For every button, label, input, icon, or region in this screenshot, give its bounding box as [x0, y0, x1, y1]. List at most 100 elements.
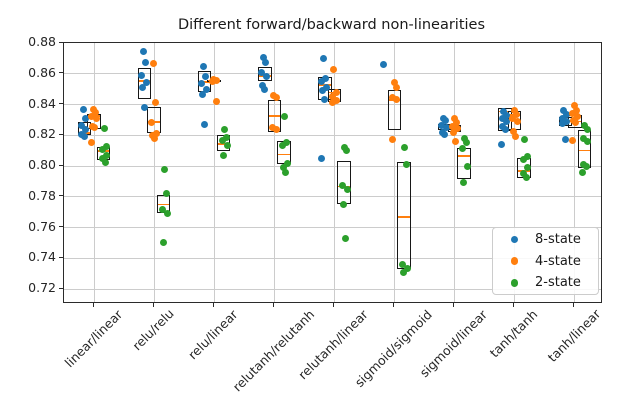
2-state-point: [461, 135, 469, 143]
8-state-point: [503, 117, 511, 125]
8-state-point: [380, 61, 387, 69]
2-state-point: [342, 234, 350, 242]
4-state-point: [451, 137, 459, 145]
2-state-point: [219, 151, 227, 159]
4-state-point: [328, 93, 336, 101]
8-state-point: [317, 155, 325, 163]
x-tick-mark: [212, 303, 214, 307]
4-state-point: [388, 93, 396, 101]
4-state-point: [573, 106, 581, 114]
2-state-point: [283, 139, 291, 147]
legend-marker-2-state-icon: [510, 279, 518, 287]
gridline-vertical: [93, 43, 95, 302]
2-state-point: [459, 144, 467, 152]
4-state-point: [513, 110, 520, 118]
4-state-point: [569, 110, 577, 118]
2-state-point: [584, 137, 592, 145]
4-state-point: [153, 129, 160, 137]
8-state-point: [199, 62, 207, 70]
2-state-point: [283, 159, 291, 167]
2-state-point: [524, 164, 532, 172]
8-state-point: [79, 105, 87, 113]
2-state-point: [279, 141, 287, 149]
4-state-point: [272, 94, 280, 102]
gridline-horizontal: [63, 73, 601, 75]
4-state-point: [393, 96, 401, 104]
8-state-point: [438, 121, 446, 129]
2-state-point: [399, 268, 407, 276]
gridline-vertical: [454, 43, 456, 302]
2-state-point: [583, 125, 591, 133]
2-state-point: [520, 169, 528, 177]
legend-label-8-state: 8-state: [535, 231, 581, 247]
8-state-point: [498, 141, 506, 149]
x-tick-mark: [332, 303, 334, 307]
4-state-point: [150, 59, 158, 67]
y-tick-label: 0.82: [28, 126, 56, 142]
4-state-point: [513, 117, 521, 125]
8-state-point: [138, 84, 146, 92]
4-state-point: [92, 108, 100, 116]
8-state-point: [558, 114, 566, 122]
4-state-point: [92, 114, 100, 122]
legend-marker-8-state-icon: [510, 235, 518, 243]
8-state-point: [318, 77, 326, 85]
2-state-point: [403, 264, 411, 272]
x-tick-mark: [393, 303, 394, 307]
2-state-point: [401, 144, 408, 152]
2-state-point: [579, 135, 587, 143]
y-tick-mark: [58, 256, 63, 258]
x-tick-mark: [152, 303, 154, 307]
2-state-point: [521, 135, 529, 143]
legend-row-4-state: 4-state: [493, 251, 598, 272]
legend-label-4-state: 4-state: [535, 253, 581, 269]
x-tick-mark: [573, 303, 575, 307]
chart-title: Different forward/backward non-lineariti…: [177, 17, 486, 33]
4-state-median-line: [268, 115, 281, 117]
4-state-point: [91, 124, 99, 132]
2-state-point: [339, 200, 347, 208]
8-state-point: [322, 74, 330, 82]
2-state-point: [101, 159, 109, 167]
2-state-point: [519, 156, 527, 164]
4-state-point: [213, 97, 221, 105]
2-state-point: [162, 190, 170, 198]
2-state-point: [223, 133, 230, 141]
2-state-point: [220, 125, 228, 133]
4-state-point: [512, 133, 519, 141]
4-state-point: [448, 122, 456, 130]
8-state-point: [82, 125, 90, 133]
4-state-point: [572, 119, 580, 127]
4-state-point: [510, 107, 518, 115]
4-state-point: [449, 128, 457, 136]
4-state-point: [151, 135, 159, 143]
8-state-point: [319, 55, 327, 63]
gridline-horizontal: [63, 227, 601, 228]
8-state-point: [137, 71, 145, 79]
gridline-vertical: [333, 43, 335, 302]
gridline-horizontal: [63, 288, 601, 290]
gridline-vertical: [514, 43, 516, 302]
y-tick-label: 0.74: [28, 249, 56, 265]
2-state-point: [403, 160, 411, 168]
2-state-point: [582, 162, 590, 170]
2-state-point: [219, 136, 226, 144]
legend-label-2-state: 2-state: [535, 275, 581, 291]
gridline-vertical: [153, 43, 155, 302]
8-state-point: [441, 130, 449, 138]
x-tick-mark: [453, 303, 455, 307]
8-state-point: [318, 87, 326, 95]
2-state-point: [280, 113, 288, 121]
2-state-point: [464, 162, 471, 170]
gridline-vertical: [394, 43, 395, 302]
plot-area: [62, 42, 602, 303]
2-state-point: [282, 168, 290, 176]
2-state-point: [523, 152, 531, 160]
2-state-point: [343, 186, 351, 194]
4-state-point: [88, 112, 96, 120]
8-state-point: [322, 84, 330, 92]
x-tick-label: relu/relu: [129, 306, 177, 354]
2-state-median-line: [157, 203, 170, 206]
8-state-point: [500, 107, 508, 115]
y-tick-mark: [58, 103, 63, 104]
